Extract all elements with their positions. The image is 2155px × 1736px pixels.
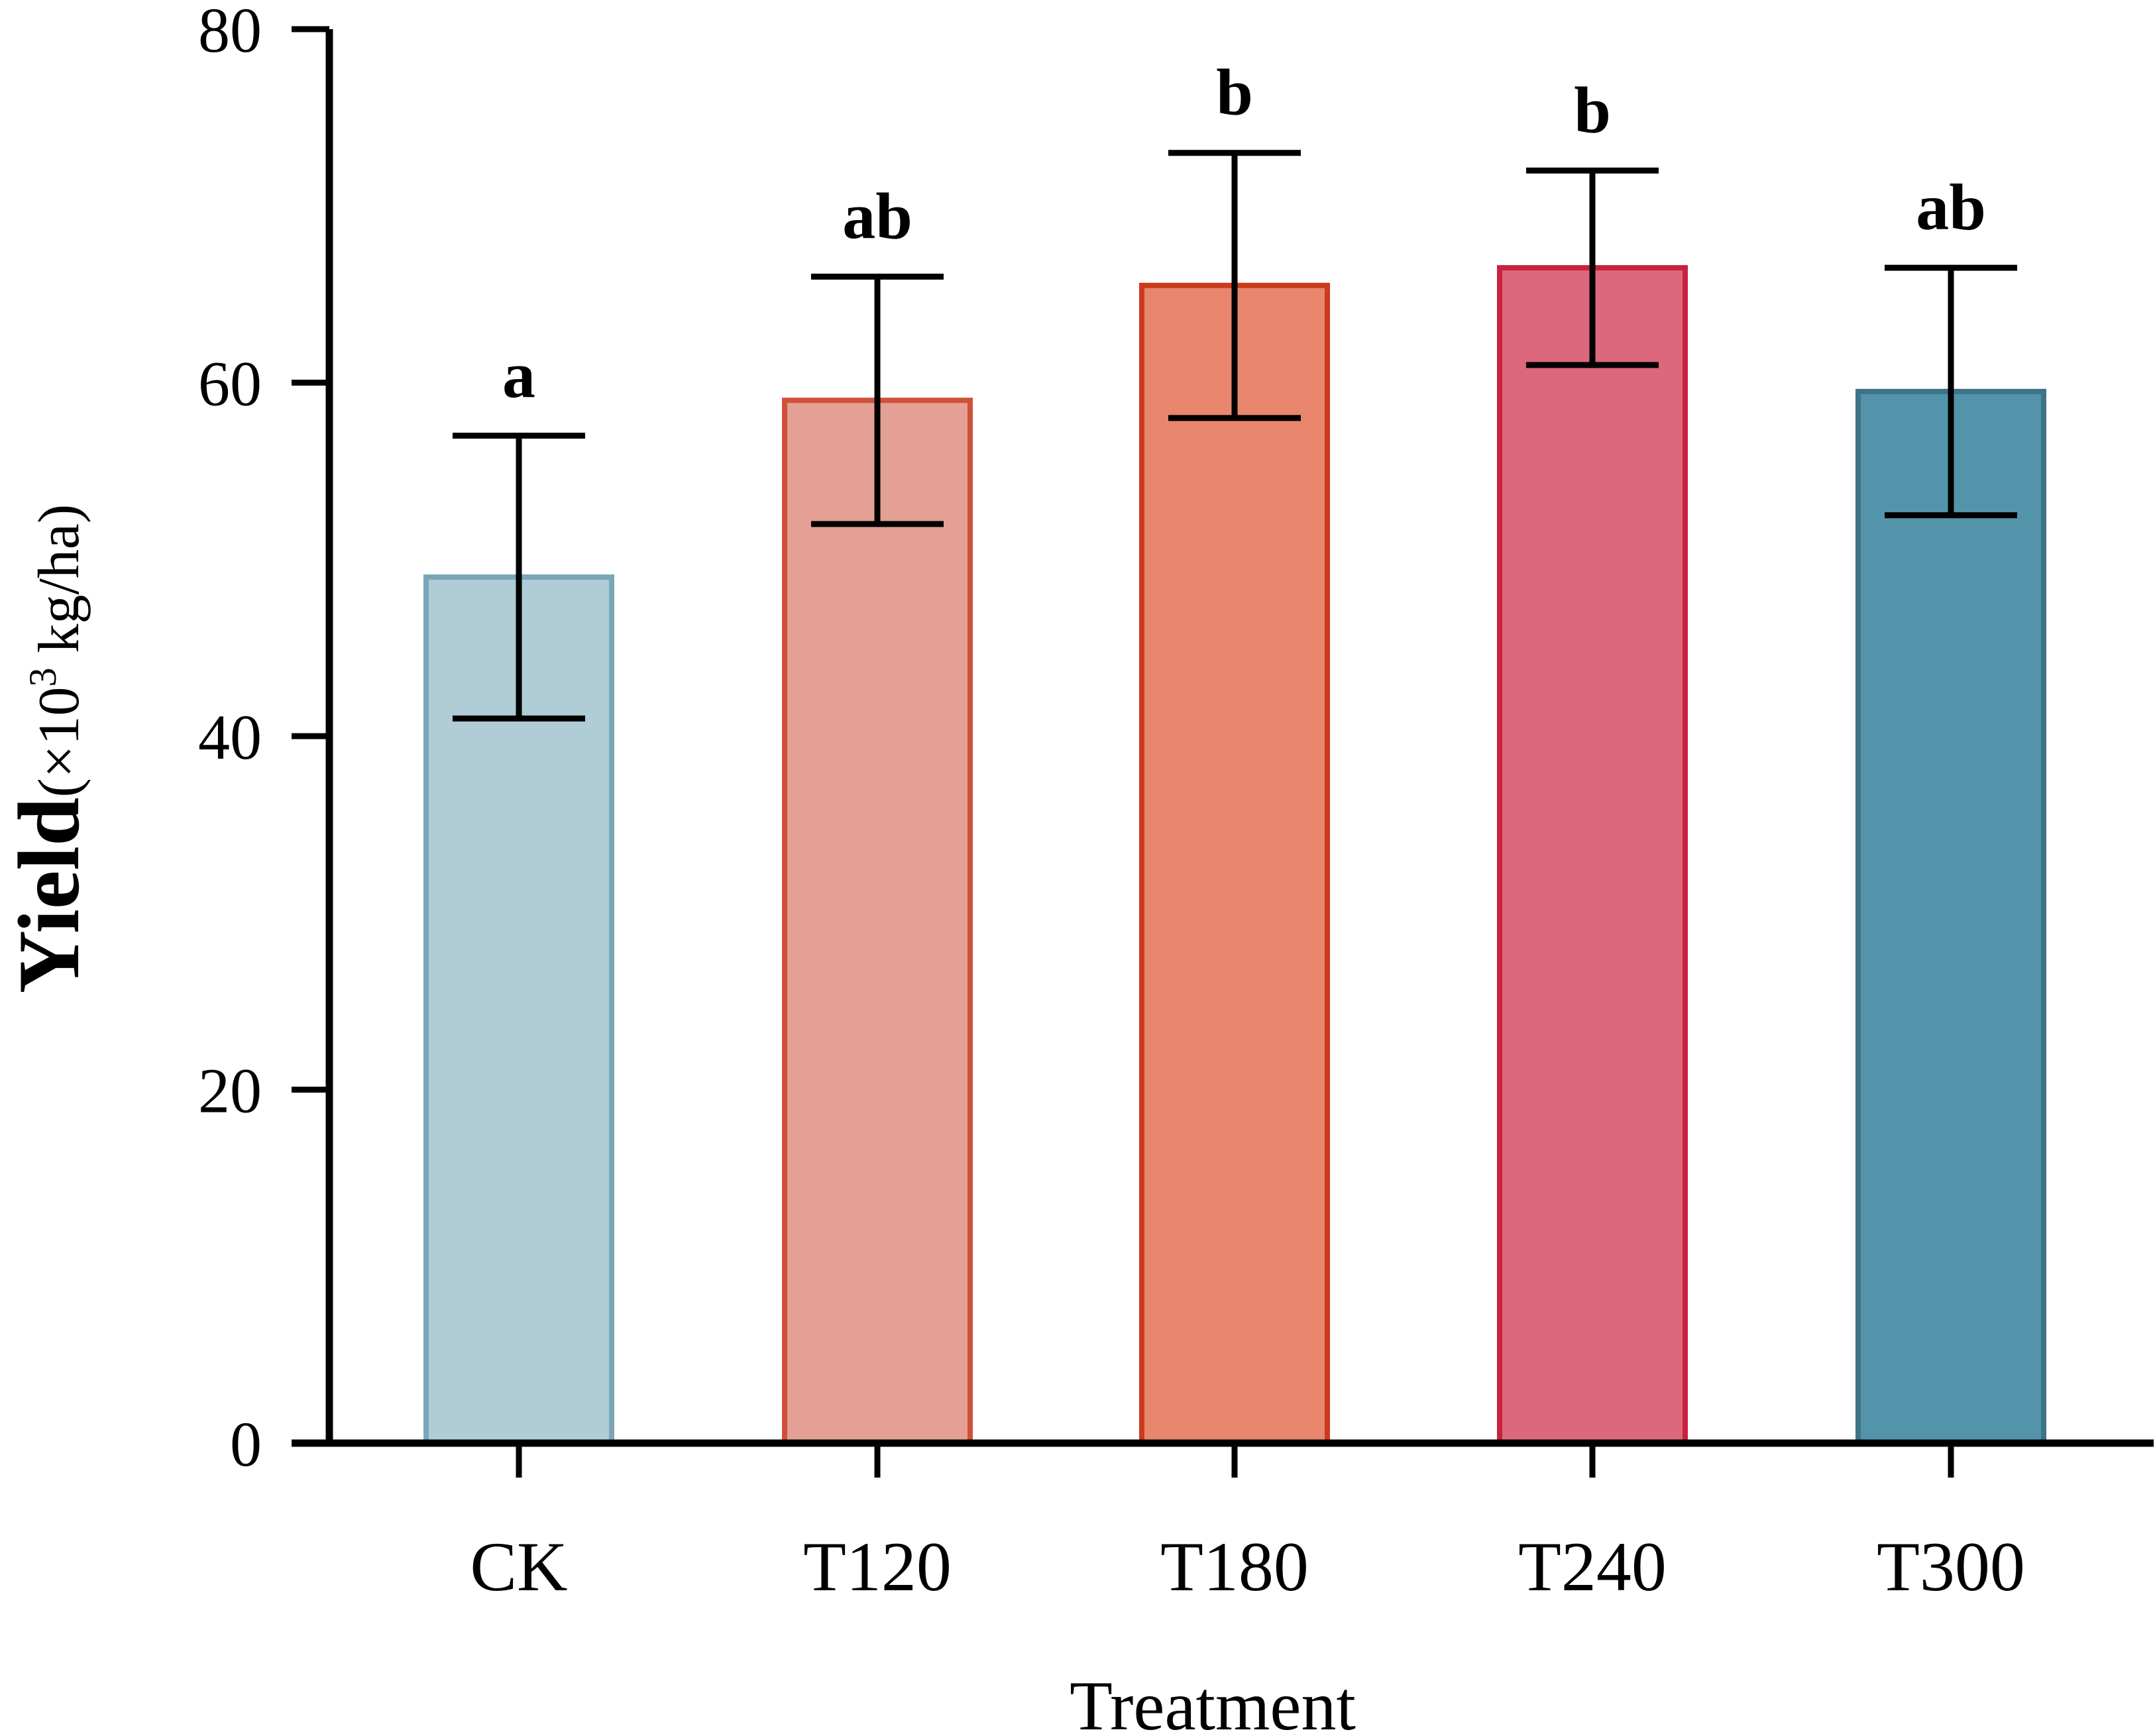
significance-letter-ck: a bbox=[502, 339, 535, 412]
significance-letter-t300: ab bbox=[1916, 170, 1986, 244]
y-axis-title-main: Yield bbox=[0, 797, 97, 993]
bar-t120 bbox=[782, 398, 973, 1446]
y-ticks-layer: 0 20 40 60 80 bbox=[198, 0, 329, 1480]
y-tick-label-0: 0 bbox=[230, 1409, 262, 1480]
bar-t300 bbox=[1855, 388, 2046, 1446]
y-axis-title-unit-sup: 3 bbox=[21, 668, 64, 687]
x-ticks-layer: CK T120 T180 T240 T300 bbox=[470, 1443, 2025, 1605]
bars-layer bbox=[423, 265, 2046, 1446]
bar-t180 bbox=[1139, 282, 1330, 1446]
y-tick-label-60: 60 bbox=[198, 349, 262, 419]
error-bars-layer bbox=[453, 150, 2017, 722]
significance-letter-t180: b bbox=[1216, 56, 1253, 129]
x-tick-label-t120: T120 bbox=[803, 1528, 952, 1605]
significance-letter-t120: ab bbox=[842, 179, 912, 252]
x-tick-label-ck: CK bbox=[470, 1528, 567, 1605]
y-tick-label-80: 80 bbox=[198, 0, 262, 66]
x-tick-label-t240: T240 bbox=[1518, 1528, 1667, 1605]
y-axis-title: Yield(×103 kg/ha) bbox=[0, 504, 97, 994]
x-tick-label-t180: T180 bbox=[1160, 1528, 1309, 1605]
x-tick-label-t300: T300 bbox=[1877, 1528, 2025, 1605]
y-axis-title-unit-prefix: (×10 bbox=[27, 687, 91, 798]
x-axis-title: Treatment bbox=[1070, 1667, 1356, 1736]
y-axis-title-unit-suffix: kg/ha) bbox=[27, 504, 91, 668]
significance-letters-layer: a ab b b ab bbox=[502, 56, 1986, 412]
significance-letter-t240: b bbox=[1574, 73, 1611, 146]
y-tick-label-40: 40 bbox=[198, 702, 262, 773]
bar-t240 bbox=[1497, 265, 1688, 1446]
y-tick-label-20: 20 bbox=[198, 1056, 262, 1126]
